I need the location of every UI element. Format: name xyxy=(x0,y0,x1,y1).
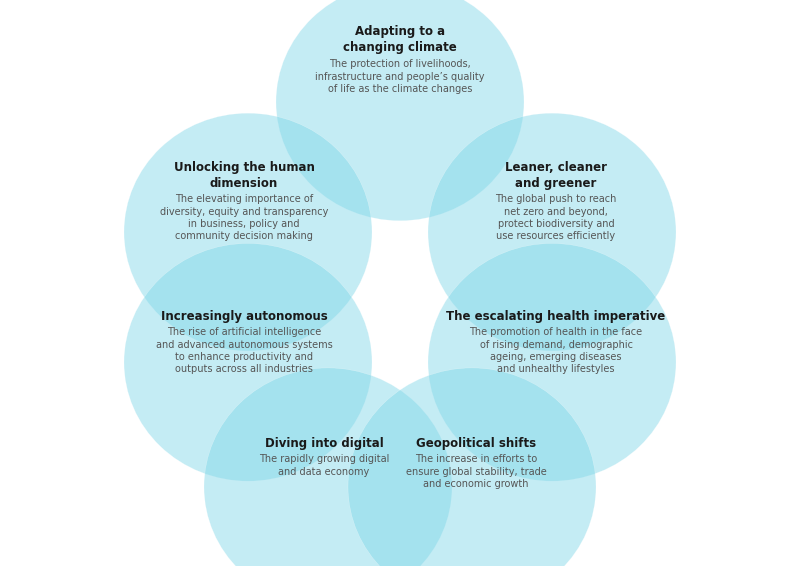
Text: The increase in efforts to
ensure global stability, trade
and economic growth: The increase in efforts to ensure global… xyxy=(406,454,546,489)
Text: Adapting to a
changing climate: Adapting to a changing climate xyxy=(343,25,457,54)
Text: Unlocking the human
dimension: Unlocking the human dimension xyxy=(174,161,314,190)
Text: The global push to reach
net zero and beyond,
protect biodiversity and
use resou: The global push to reach net zero and be… xyxy=(495,194,617,241)
Ellipse shape xyxy=(348,368,596,566)
Text: The escalating health imperative: The escalating health imperative xyxy=(446,310,666,323)
Ellipse shape xyxy=(204,368,452,566)
Text: Geopolitical shifts: Geopolitical shifts xyxy=(416,437,536,450)
Ellipse shape xyxy=(428,113,676,351)
Text: Increasingly autonomous: Increasingly autonomous xyxy=(161,310,327,323)
Text: The elevating importance of
diversity, equity and transparency
in business, poli: The elevating importance of diversity, e… xyxy=(160,194,328,241)
Text: Diving into digital: Diving into digital xyxy=(265,437,383,450)
Text: The protection of livelihoods,
infrastructure and people’s quality
of life as th: The protection of livelihoods, infrastru… xyxy=(315,59,485,94)
Ellipse shape xyxy=(276,0,524,221)
Text: The rapidly growing digital
and data economy: The rapidly growing digital and data eco… xyxy=(259,454,389,477)
Text: The promotion of health in the face
of rising demand, demographic
ageing, emergi: The promotion of health in the face of r… xyxy=(470,327,642,374)
Text: The rise of artificial intelligence
and advanced autonomous systems
to enhance p: The rise of artificial intelligence and … xyxy=(156,327,332,374)
Text: Leaner, cleaner
and greener: Leaner, cleaner and greener xyxy=(505,161,607,190)
Ellipse shape xyxy=(124,113,372,351)
Ellipse shape xyxy=(124,243,372,481)
Ellipse shape xyxy=(428,243,676,481)
